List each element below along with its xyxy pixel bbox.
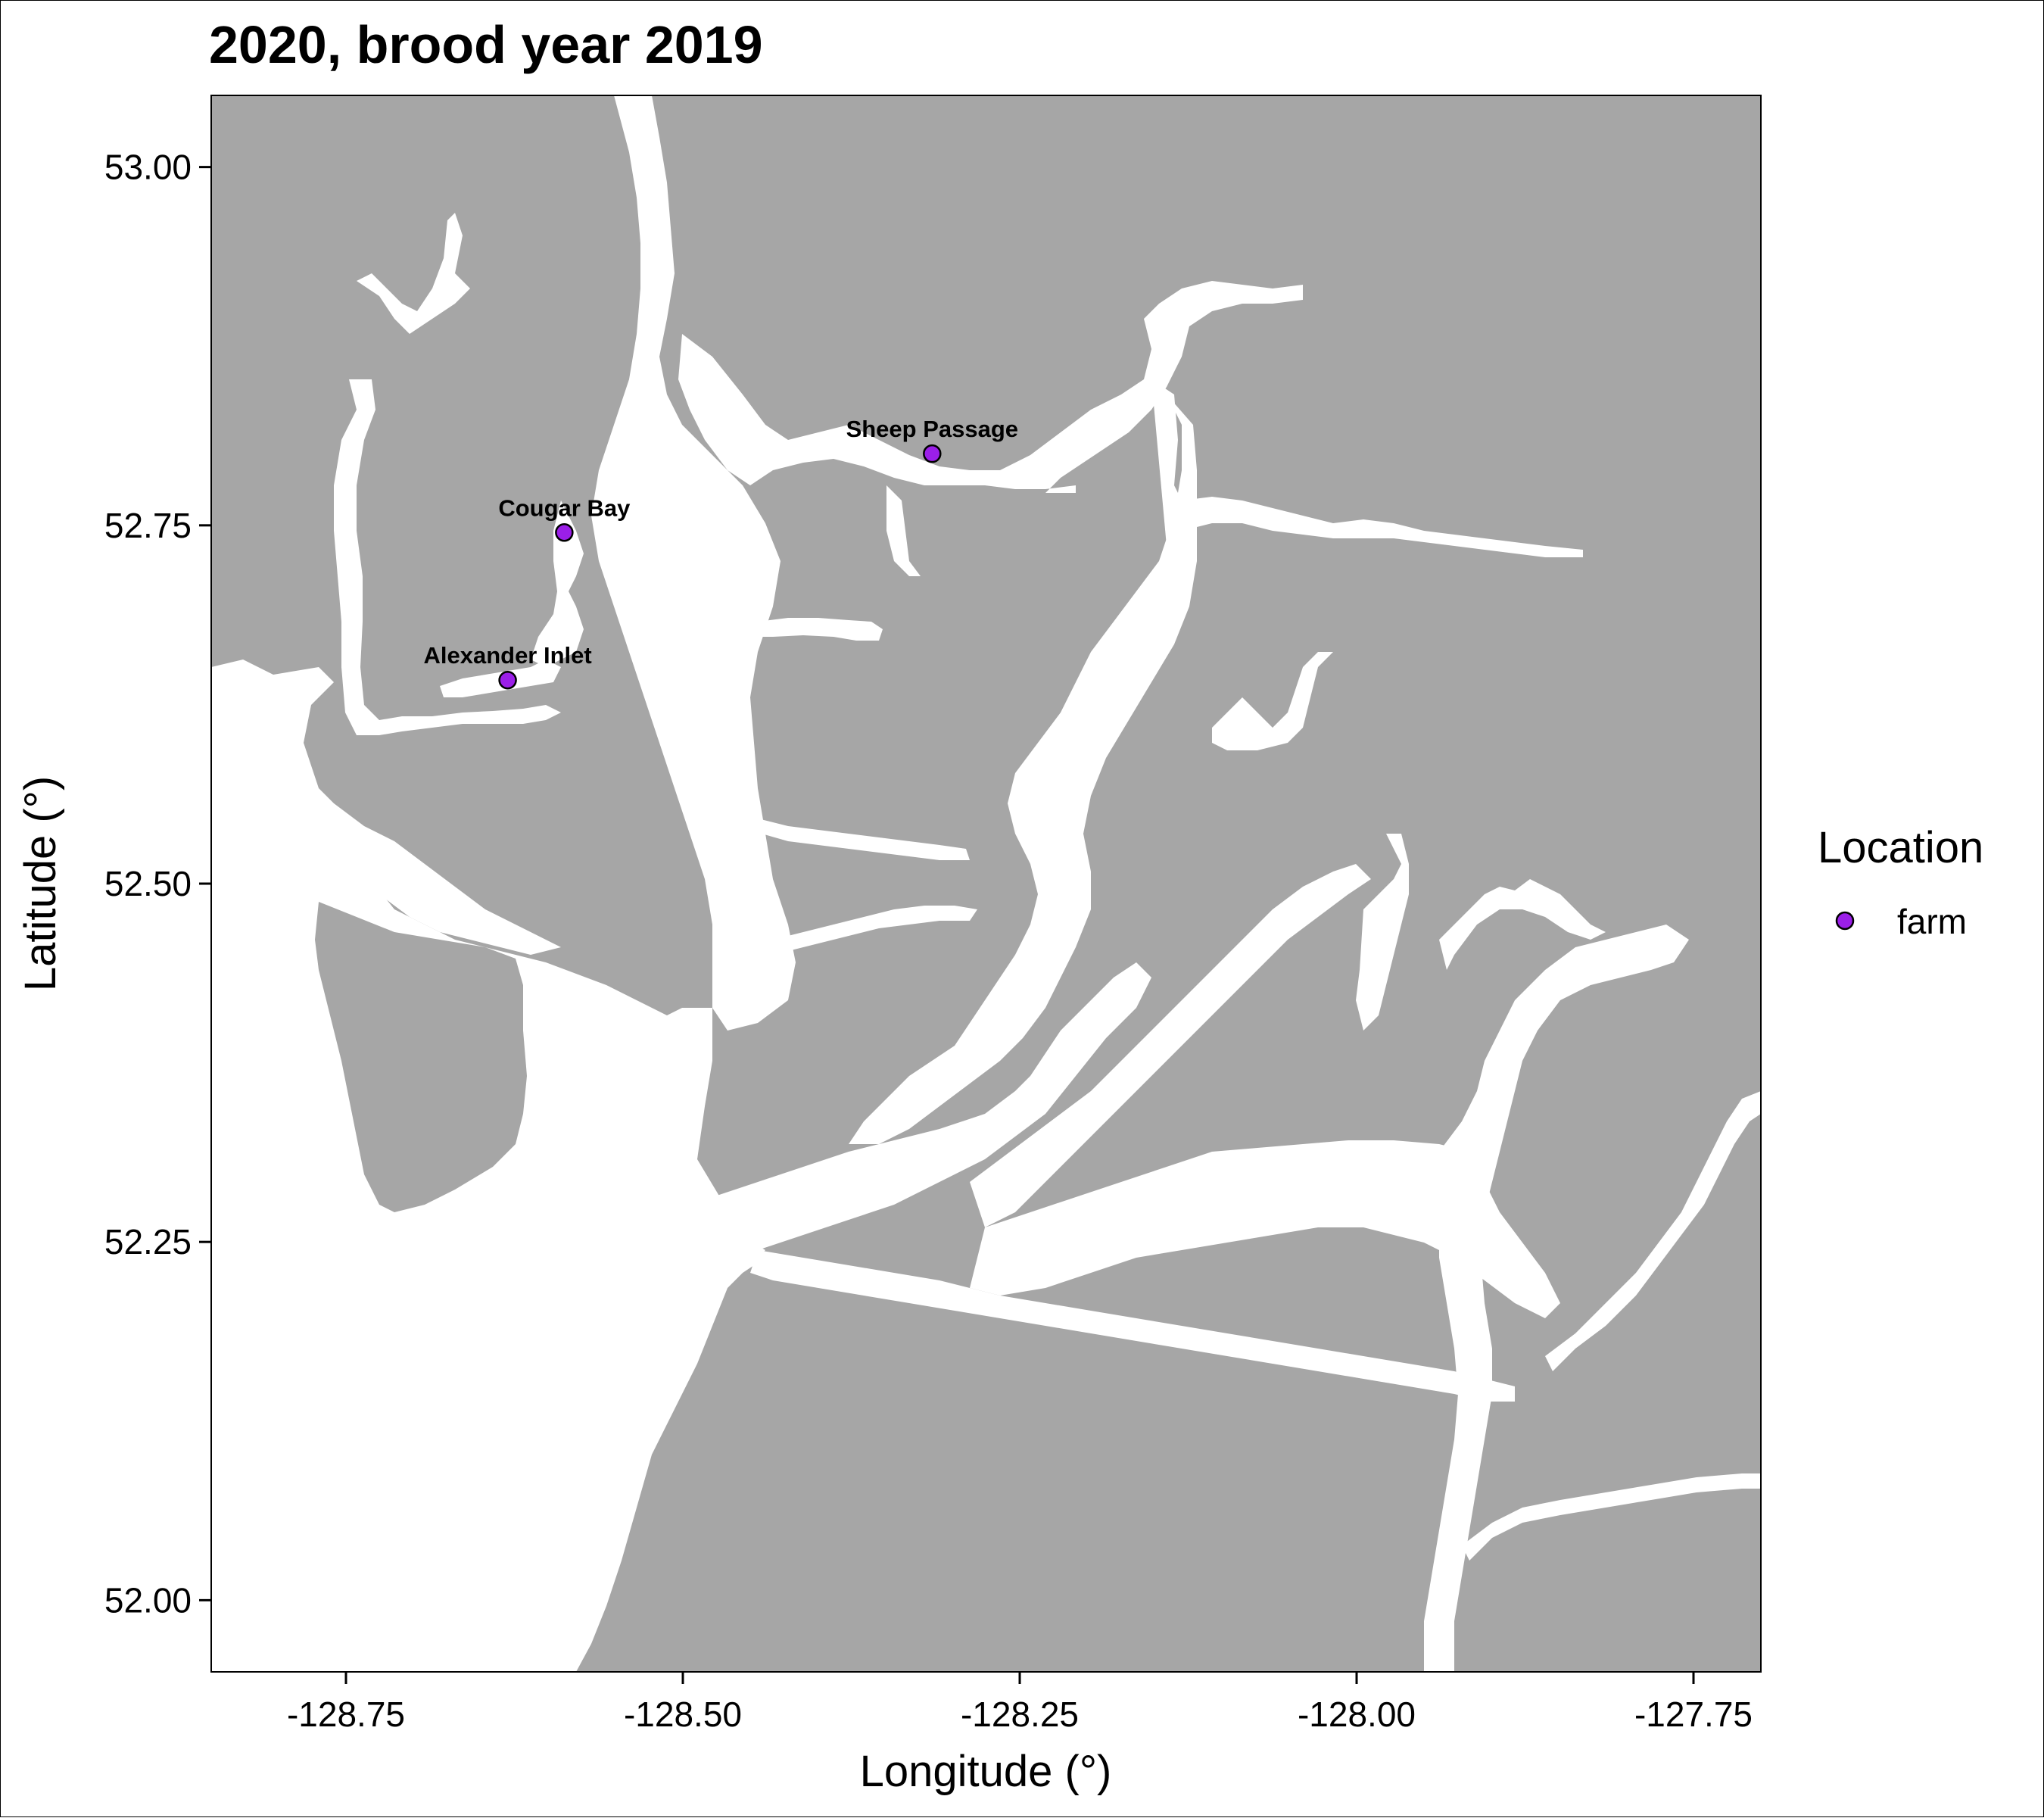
water-bay-north bbox=[758, 618, 883, 641]
water-west-channel bbox=[211, 660, 561, 955]
water-northeast-arm bbox=[1151, 379, 1583, 557]
x-tick-label: -127.75 bbox=[1634, 1695, 1753, 1734]
x-tick-label: -128.75 bbox=[287, 1695, 405, 1734]
water-east-inlet-2 bbox=[1356, 834, 1409, 1031]
water-diagonal-channel bbox=[849, 394, 1197, 1144]
water-sheep-passage bbox=[678, 281, 1303, 493]
water-sound-lower bbox=[712, 962, 1151, 1250]
farm-marker[interactable] bbox=[498, 670, 517, 690]
water-east-inlet-3 bbox=[1439, 879, 1606, 970]
legend: Location farm bbox=[1818, 823, 1983, 941]
y-tick-label: 52.25 bbox=[104, 1222, 192, 1261]
x-axis: -128.75 -128.50 -128.25 -128.00 -127.75 bbox=[287, 1672, 1753, 1734]
farm-label: Sheep Passage bbox=[846, 416, 1018, 442]
water-southwest-gap bbox=[455, 1224, 765, 1379]
water-mid-passage-2 bbox=[773, 906, 977, 951]
legend-farm-label: farm bbox=[1897, 902, 1967, 941]
water-east-fjord-upper bbox=[1212, 652, 1333, 750]
x-tick-label: -128.25 bbox=[961, 1695, 1079, 1734]
y-tick-label: 52.00 bbox=[104, 1580, 192, 1620]
farm-label: Cougar Bay bbox=[498, 494, 631, 521]
water-west-fjord bbox=[357, 213, 470, 334]
farms-layer: Sheep Passage Cougar Bay Alexander Inlet bbox=[423, 416, 1018, 690]
x-tick-label: -128.00 bbox=[1298, 1695, 1416, 1734]
x-tick-label: -128.50 bbox=[624, 1695, 742, 1734]
land-layer bbox=[211, 95, 1761, 1672]
y-tick-label: 53.00 bbox=[104, 148, 192, 187]
x-axis-title: Longitude (°) bbox=[860, 1747, 1112, 1796]
y-axis: 53.00 52.75 52.50 52.25 52.00 bbox=[104, 148, 211, 1620]
legend-farm-marker bbox=[1835, 911, 1855, 931]
y-tick-label: 52.50 bbox=[104, 864, 192, 903]
water-north-central-inlet bbox=[886, 485, 921, 576]
water-southeast-arm bbox=[1462, 1473, 1761, 1561]
farm-label: Alexander Inlet bbox=[423, 642, 591, 669]
water-main-channel-north bbox=[591, 95, 796, 1031]
farm-marker[interactable] bbox=[555, 523, 574, 542]
map-panel bbox=[210, 95, 1762, 1673]
water-far-east-arm bbox=[1545, 1091, 1761, 1371]
water-central-east bbox=[970, 864, 1371, 1227]
farm-marker[interactable] bbox=[923, 444, 942, 463]
water-cougar-inlet bbox=[531, 500, 584, 667]
water-east-channel bbox=[1424, 925, 1689, 1672]
y-axis-title: Latitude (°) bbox=[16, 776, 65, 991]
y-tick-label: 52.75 bbox=[104, 506, 192, 545]
map-title: 2020, brood year 2019 bbox=[209, 15, 763, 74]
water-southern-channel bbox=[750, 1250, 1515, 1402]
land-lower-west-island bbox=[315, 902, 527, 1212]
water-west-long-channel bbox=[334, 379, 561, 735]
legend-title: Location bbox=[1818, 823, 1983, 872]
water-mid-passage bbox=[758, 819, 970, 860]
water-lower-channel-east bbox=[970, 1140, 1560, 1318]
